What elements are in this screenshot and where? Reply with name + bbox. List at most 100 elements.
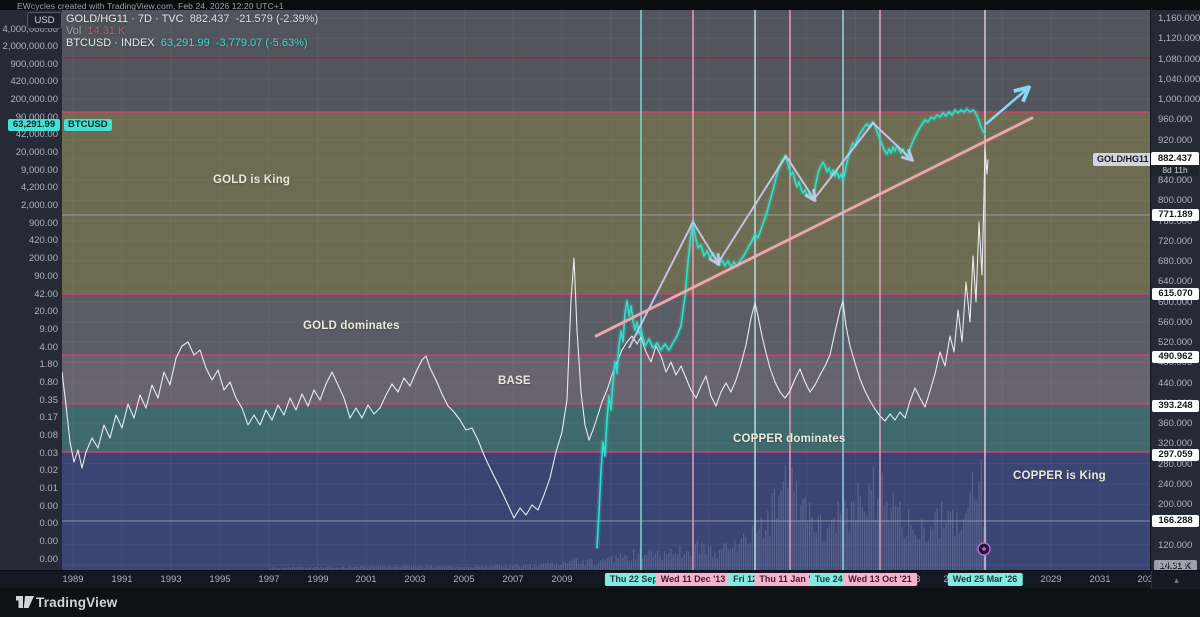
left-axis-tick: 2,000.00: [21, 200, 58, 212]
volume-bar: [681, 557, 683, 570]
volume-bar: [501, 565, 503, 570]
volume-bar: [837, 501, 839, 570]
tradingview-wordmark[interactable]: TradingView: [36, 595, 118, 610]
elliott-zigzag: [628, 219, 718, 349]
volume-bar: [556, 563, 558, 570]
volume-bar: [316, 566, 318, 570]
left-axis-tick: 42,000.00: [15, 129, 58, 141]
band-label: GOLD dominates: [303, 320, 400, 332]
volume-bar: [551, 562, 553, 570]
volume-bar: [608, 556, 611, 570]
volume-bar: [925, 542, 927, 570]
volume-bar: [325, 567, 327, 570]
volume-bar: [932, 529, 934, 570]
volume-bar: [716, 558, 718, 570]
volume-bar: [965, 512, 967, 570]
volume-bar: [868, 484, 870, 570]
volume-bar: [846, 507, 848, 570]
volume-bar: [404, 565, 406, 570]
volume-bar: [811, 517, 813, 570]
event-date-tag: Wed 11 Dec '13: [655, 573, 731, 586]
volume-bar: [333, 567, 336, 570]
volume-bar: [782, 480, 784, 570]
right-axis-tick: 1,080.000: [1158, 53, 1200, 65]
volume-bar: [461, 567, 463, 570]
right-axis-tick: 920.000: [1158, 134, 1193, 146]
volume-bar: [963, 519, 965, 570]
volume-bar: [839, 512, 842, 570]
currency-usd-button[interactable]: USD: [27, 12, 62, 29]
level-price-label: 166.288: [1152, 515, 1199, 527]
right-axis-tick: 960.000: [1158, 114, 1193, 126]
level-price-label: 615.070: [1152, 288, 1199, 300]
volume-bar: [569, 561, 571, 570]
level-price-label: 771.189: [1152, 209, 1199, 221]
time-axis[interactable]: ▴ 1989 1991 1993 1995 1997 1999 2001 2003 2005 20…: [0, 570, 1200, 589]
chart-canvas[interactable]: [61, 10, 1150, 570]
volume-bar: [921, 518, 923, 570]
volume-bar: [905, 535, 908, 570]
volume-bar: [740, 538, 743, 570]
legend-btc-row[interactable]: BTCUSD · INDEX 63,291.99 -3,779.07 (-5.6…: [66, 37, 308, 49]
volume-bar: [468, 567, 470, 570]
left-axis-tick: 0.03: [39, 447, 59, 459]
volume-bar: [894, 505, 897, 570]
volume-bar: [888, 521, 890, 570]
volume-bar: [615, 555, 617, 570]
left-axis-tick: 2,000,000.00: [2, 41, 58, 52]
volume-bar: [765, 530, 767, 570]
volume-bar: [430, 565, 432, 570]
right-axis-tick: 800.000: [1158, 195, 1193, 207]
band-label: BASE: [498, 375, 531, 387]
volume-bar: [899, 501, 901, 570]
level-price-label: 393.248: [1152, 400, 1199, 412]
volume-bar: [281, 568, 283, 570]
tradingview-logo-icon[interactable]: [16, 594, 34, 610]
year-tick: 1999: [307, 574, 329, 585]
left-axis-tick: 90,000.00: [15, 111, 58, 123]
volume-bar: [523, 565, 525, 570]
legend-symbol-row[interactable]: GOLD/HG11 · 7D · TVC 882.437 -21.579 (-2…: [66, 13, 318, 25]
legend-volume-row[interactable]: Vol 14.31 K: [66, 25, 125, 37]
volume-bar: [362, 565, 364, 570]
volume-bar: [331, 567, 333, 570]
level-price-label: 490.962: [1152, 351, 1199, 363]
volume-bar: [872, 467, 875, 570]
volume-bar: [624, 554, 626, 570]
volume-bar: [364, 566, 366, 570]
drawings[interactable]: [594, 89, 1034, 556]
volume-bar: [663, 551, 666, 570]
volume-bar: [294, 568, 296, 570]
volume-bar: [573, 558, 575, 570]
left-axis-tick: 900.00: [28, 217, 58, 229]
volume-bar: [745, 536, 747, 570]
right-price-scale[interactable]: 882.437 8d 11h 14.31 K 1,160.000 1,120.00…: [1150, 10, 1200, 572]
volume-bar: [751, 525, 754, 570]
left-axis-tick: 4,200.00: [21, 182, 58, 194]
volume-bar: [589, 558, 591, 570]
volume-bar: [890, 507, 892, 570]
volume-bar: [833, 517, 835, 570]
volume-bar: [685, 551, 688, 570]
left-price-scale[interactable]: USD 4,000,000.00 2,000,000.00 900,000.00 42…: [0, 10, 63, 570]
volume-bar: [327, 566, 329, 570]
volume-bar: [793, 491, 795, 570]
volume-bar: [690, 555, 692, 570]
left-axis-tick: 90.00: [34, 270, 58, 282]
volume-bar: [274, 567, 276, 570]
volume-bar: [505, 564, 507, 570]
chevron-up-icon: ▴: [1174, 575, 1179, 585]
volume-bar: [406, 565, 408, 570]
timeline-corner-button[interactable]: ▴: [1151, 571, 1200, 589]
volume-bar: [652, 556, 655, 570]
volume-bar: [971, 471, 974, 570]
level-price-label: 297.059: [1152, 449, 1199, 461]
volume-bar: [419, 565, 421, 570]
left-axis-tick: 4,000,000.00: [2, 24, 58, 35]
volume-bar: [393, 567, 395, 570]
volume-bar: [285, 567, 287, 570]
volume-bar: [710, 546, 712, 570]
chart-plot-area[interactable]: GOLD/HG11 · 7D · TVC 882.437 -21.579 (-2…: [61, 10, 1153, 570]
volume-bar: [855, 520, 857, 570]
volume-bar: [822, 540, 824, 570]
